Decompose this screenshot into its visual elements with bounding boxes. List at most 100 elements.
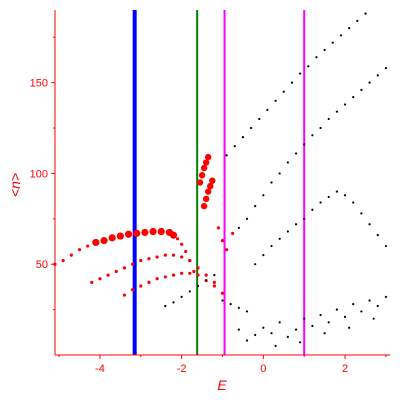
series-2-point [384,295,388,298]
series-1-point [207,182,214,190]
series-2-point [254,205,257,208]
series-2-point [303,217,306,220]
series-1-point [169,231,178,239]
series-2-point [262,194,265,197]
series-2-point [286,335,289,338]
series-1-point [196,273,200,277]
series-1-point [114,269,118,274]
series-1-point [98,277,102,281]
series-2-point [286,230,289,233]
y-axis-title: <n> [7,173,23,197]
series-2-point [205,279,208,282]
series-2-point [262,254,265,257]
series-1-point [69,253,73,257]
series-1-point [202,159,210,166]
series-2-point [233,145,236,148]
series-2-point [323,48,326,52]
series-2-point [290,81,294,84]
series-1-point [157,227,165,236]
series-1-point [202,195,210,203]
x-tick-label: -4 [95,363,105,375]
series-2-point [343,315,347,318]
y-tick-label: 50 [36,259,48,271]
y-tick-label: 100 [30,168,48,180]
data-points [53,12,388,348]
series-1-point [90,280,94,284]
series-2-point [335,110,338,113]
series-1-point [209,177,216,184]
series-1-point [196,179,204,186]
series-2-point [270,244,273,248]
series-2-point [282,90,285,93]
series-2-point [266,108,269,111]
series-2-point [303,317,306,320]
series-1-point [147,280,151,284]
series-1-point [155,255,159,259]
series-2-point [376,74,379,77]
y-tick-label: 150 [30,78,48,90]
series-2-point [376,234,379,237]
series-1-point [139,284,143,288]
series-1-point [205,188,212,195]
series-2-point [274,344,277,348]
series-1-point [192,269,196,274]
series-2-point [335,308,338,311]
series-2-point [294,328,298,331]
series-2-point [307,65,310,68]
series-1-point [224,248,229,252]
series-2-point [196,284,200,288]
series-1-point [149,227,157,236]
series-1-point [133,229,141,237]
series-2-point [278,321,281,324]
axes [54,10,390,356]
x-axis-title: E [217,377,227,393]
series-1-point [180,271,184,275]
series-1-point [205,153,212,161]
series-1-point [61,258,65,263]
series-2-point [229,303,232,306]
series-2-point [213,274,216,277]
series-2-point [299,72,302,75]
series-2-point [245,339,249,342]
series-1-point [139,258,143,263]
series-2-point [225,154,228,157]
series-2-point [172,301,175,304]
series-2-point [315,56,318,59]
series-2-point [241,136,245,139]
series-2-point [352,201,355,204]
series-1-point [231,231,235,235]
series-2-point [352,96,355,99]
series-1-point [188,271,192,275]
series-1-point [175,237,180,241]
series-1-point [171,253,176,257]
series-2-point [188,290,191,293]
series-1-point [188,258,192,263]
series-2-point [274,99,277,102]
series-2-point [299,341,302,344]
series-1-point [200,202,208,210]
series-2-point [327,195,330,199]
series-2-point [254,263,257,266]
series-2-point [331,41,334,44]
series-2-point [343,103,347,106]
series-1-point [184,249,188,254]
series-1-point [131,262,135,266]
series-2-point [250,126,253,130]
series-2-point [327,117,330,121]
series-2-point [258,117,261,121]
series-1-point [124,230,133,238]
series-2-point [360,88,363,91]
series-1-point [163,275,167,279]
series-1-point [122,266,127,270]
series-1-point [131,288,135,292]
series-1-point [171,273,176,277]
series-2-point [368,299,371,302]
series-1-point [100,237,108,245]
series-2-point [164,304,167,308]
series-2-point [335,190,338,193]
series-1-point [106,273,110,277]
series-2-point [360,310,363,313]
series-2-point [311,208,314,211]
series-2-point [348,326,351,329]
series-1-point [196,266,200,270]
